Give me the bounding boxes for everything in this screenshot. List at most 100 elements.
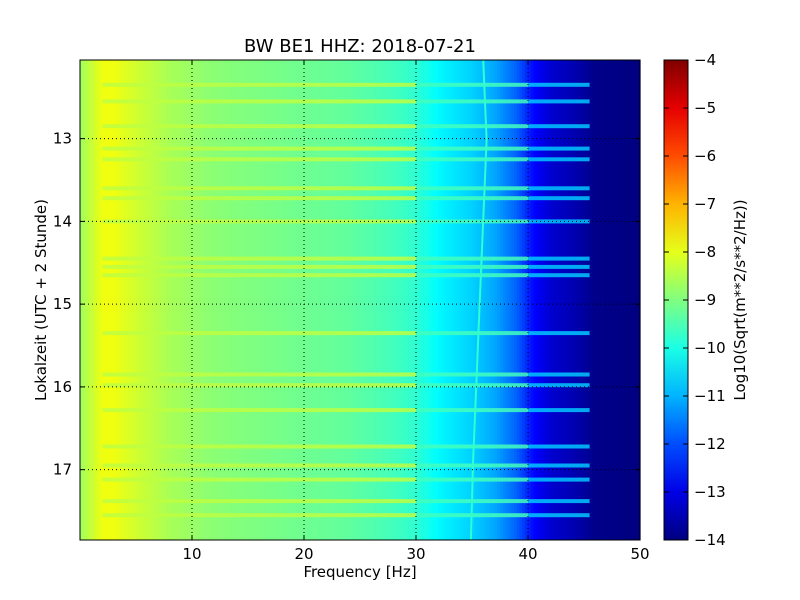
colorbar-tick-label: −12 — [694, 435, 726, 453]
y-axis-label: Lokalzeit (UTC + 2 Stunde) — [32, 199, 50, 401]
spectrum-column — [108, 60, 112, 540]
spectrum-column — [519, 60, 523, 540]
spectrum-column — [631, 60, 635, 540]
spectrum-column — [250, 60, 255, 540]
x-axis-ticks: 10 20 30 40 50 — [182, 60, 650, 563]
spectrum-column — [166, 60, 171, 540]
spectrum-column — [553, 60, 557, 540]
spectrum-band — [102, 186, 417, 191]
spectrum-band — [102, 372, 417, 377]
spectrum-column — [612, 60, 616, 540]
spectrum-column — [158, 60, 162, 540]
plot-frame — [79, 59, 641, 541]
y-tick-label: 14 — [53, 212, 72, 230]
spectrum-column — [80, 60, 84, 540]
spectrum-column — [116, 60, 120, 540]
spectrum-column — [343, 60, 347, 540]
spectrum-column — [147, 60, 151, 540]
colorbar-tick-label: −13 — [694, 483, 726, 501]
spectrum-column — [304, 60, 308, 540]
spectrum-column — [133, 60, 137, 540]
spectrum-column — [267, 60, 271, 540]
spectrum-column — [421, 60, 425, 540]
spectrum-column — [472, 60, 476, 540]
y-axis-ticks: 13 14 15 16 17 — [53, 130, 640, 479]
spectrum-column — [234, 60, 238, 540]
y-tick-label: 17 — [53, 461, 72, 479]
spectrum-band — [528, 99, 590, 104]
spectrum-column — [393, 60, 397, 540]
spectrum-column — [528, 60, 532, 540]
spectrum-column — [306, 60, 311, 540]
spectrum-band — [416, 196, 528, 201]
spectrum-column — [337, 60, 341, 540]
spectrum-band — [416, 82, 528, 87]
spectrum-column — [301, 60, 305, 540]
spectrum-column — [505, 60, 509, 540]
spectrum-column — [628, 60, 633, 540]
y-tick-label: 15 — [53, 295, 72, 313]
spectrum-column — [138, 60, 143, 540]
spectrum-column — [144, 60, 148, 540]
spectrum-column — [348, 60, 353, 540]
spectrum-band — [416, 383, 528, 388]
spectrum-column — [542, 60, 546, 540]
spectrum-column — [463, 60, 467, 540]
spectrum-column — [556, 60, 560, 540]
spectrum-column — [110, 60, 115, 540]
spectrum-column — [323, 60, 327, 540]
spectrum-column — [441, 60, 445, 540]
spectrum-band — [416, 372, 528, 377]
spectrum-column — [141, 60, 145, 540]
spectrum-column — [200, 60, 204, 540]
spectrum-column — [530, 60, 535, 540]
spectrum-column — [169, 60, 173, 540]
spectrum-column — [430, 60, 434, 540]
spectrogram-plot-area: 10 20 30 40 50 13 14 15 16 17 — [53, 59, 650, 563]
spectrum-column — [91, 60, 95, 540]
spectrum-column — [432, 60, 437, 540]
spectrum-column — [575, 60, 579, 540]
spectrum-column — [416, 60, 420, 540]
spectrum-band — [528, 499, 590, 504]
spectrum-column — [276, 60, 280, 540]
spectrum-column — [536, 60, 540, 540]
spectrum-column — [514, 60, 518, 540]
spectrum-band — [102, 264, 417, 269]
spectrum-column — [312, 60, 316, 540]
spectrum-column — [186, 60, 190, 540]
spectrum-column — [533, 60, 537, 540]
spectrum-band — [528, 256, 590, 261]
spectrum-column — [362, 60, 367, 540]
x-tick-label: 30 — [406, 545, 425, 563]
colorbar-tick-label: −7 — [694, 195, 716, 213]
spectrum-column — [606, 60, 610, 540]
x-tick-label: 20 — [294, 545, 313, 563]
spectrum-column — [102, 60, 106, 540]
spectrum-column — [315, 60, 319, 540]
colorbar-ticks: −14 −13 −12 −11 −10 −9 −8 −7 −6 −5 −4 — [664, 51, 726, 549]
y-tick-label: 16 — [53, 378, 72, 396]
spectrum-column — [82, 60, 87, 540]
spectrum-column — [567, 60, 571, 540]
spectrum-band — [102, 82, 417, 87]
spectrum-band — [102, 477, 417, 482]
spectrum-column — [402, 60, 406, 540]
spectrum-column — [96, 60, 101, 540]
spectrum-band — [528, 372, 590, 377]
spectrum-column — [435, 60, 439, 540]
spectrum-column — [264, 60, 269, 540]
spectrum-column — [88, 60, 92, 540]
colorbar-tick-label: −10 — [694, 339, 726, 357]
spectrum-column — [253, 60, 257, 540]
spectrum-column — [418, 60, 423, 540]
spectrum-band — [102, 256, 417, 261]
spectrum-column — [119, 60, 123, 540]
spectrum-column — [178, 60, 182, 540]
spectrum-column — [295, 60, 299, 540]
spectrum-column — [211, 60, 215, 540]
spectrum-band — [102, 331, 417, 336]
spectrum-column — [365, 60, 369, 540]
spectrum-column — [589, 60, 593, 540]
